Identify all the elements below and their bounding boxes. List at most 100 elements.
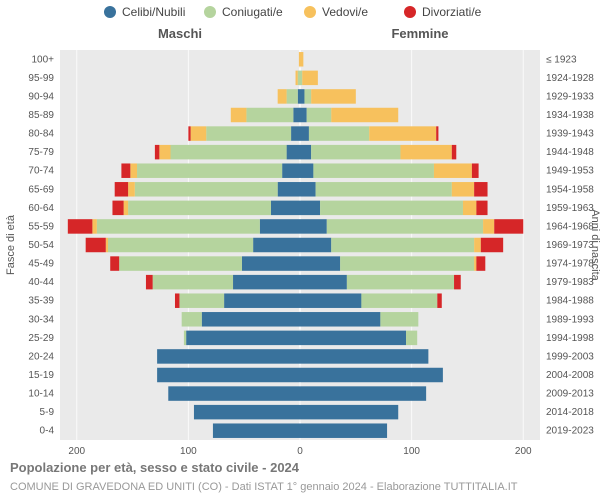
bar-male bbox=[298, 89, 300, 103]
bar-female bbox=[494, 219, 523, 233]
bar-male bbox=[224, 293, 300, 307]
bar-female bbox=[300, 108, 307, 122]
legend-swatch bbox=[404, 6, 416, 18]
bar-female bbox=[300, 238, 331, 252]
birth-label: 1929-1933 bbox=[546, 91, 594, 102]
bar-male bbox=[168, 386, 300, 400]
bar-female bbox=[476, 256, 485, 270]
chart-subtitle: COMUNE DI GRAVEDONA ED UNITI (CO) - Dati… bbox=[10, 481, 518, 493]
bar-female bbox=[331, 238, 474, 252]
bar-female bbox=[300, 163, 313, 177]
bar-male bbox=[260, 219, 300, 233]
bar-male bbox=[157, 368, 300, 382]
age-label: 90-94 bbox=[28, 91, 54, 102]
bar-male bbox=[106, 238, 108, 252]
bar-male bbox=[119, 256, 242, 270]
bar-female bbox=[300, 219, 327, 233]
bar-male bbox=[293, 108, 300, 122]
birth-label: 1964-1968 bbox=[546, 221, 594, 232]
age-label: 50-54 bbox=[28, 240, 54, 251]
bar-female bbox=[300, 71, 302, 85]
bar-female bbox=[300, 349, 428, 363]
bar-male bbox=[128, 182, 135, 196]
bar-male bbox=[153, 275, 233, 289]
birth-label: 1974-1978 bbox=[546, 259, 594, 270]
bar-male bbox=[97, 219, 260, 233]
age-label: 75-79 bbox=[28, 147, 54, 158]
birth-label: 1989-1993 bbox=[546, 314, 594, 325]
bar-male bbox=[137, 163, 282, 177]
birth-label: 2014-2018 bbox=[546, 407, 594, 418]
bar-female bbox=[400, 145, 451, 159]
bar-female bbox=[300, 275, 347, 289]
bar-female bbox=[300, 201, 320, 215]
bar-female bbox=[313, 163, 434, 177]
bar-male bbox=[121, 163, 130, 177]
bar-female bbox=[300, 293, 361, 307]
bar-female bbox=[452, 145, 456, 159]
bar-female bbox=[300, 52, 303, 66]
bar-female bbox=[300, 145, 311, 159]
age-label: 10-14 bbox=[28, 389, 54, 400]
bar-male bbox=[112, 201, 123, 215]
birth-label: ≤ 1923 bbox=[546, 54, 577, 65]
bar-male bbox=[175, 293, 179, 307]
bar-female bbox=[476, 201, 487, 215]
bar-female bbox=[380, 312, 418, 326]
birth-label: 1999-2003 bbox=[546, 351, 594, 362]
bar-male bbox=[191, 126, 207, 140]
age-label: 55-59 bbox=[28, 221, 54, 232]
birth-label: 1939-1943 bbox=[546, 129, 594, 140]
birth-label: 1994-1998 bbox=[546, 333, 594, 344]
birth-label: 1949-1953 bbox=[546, 166, 594, 177]
bar-male bbox=[278, 89, 287, 103]
bar-female bbox=[347, 275, 454, 289]
right-axis-title: Anni di nascita bbox=[589, 209, 600, 281]
birth-label: 1979-1983 bbox=[546, 277, 594, 288]
bar-female bbox=[454, 275, 461, 289]
bar-female bbox=[320, 201, 463, 215]
legend-label: Celibi/Nubili bbox=[122, 5, 185, 19]
left-axis-title: Fasce di età bbox=[5, 214, 17, 275]
bar-male bbox=[186, 331, 300, 345]
bar-female bbox=[472, 163, 479, 177]
x-tick: 100 bbox=[180, 446, 197, 457]
age-label: 25-29 bbox=[28, 333, 54, 344]
bar-female bbox=[483, 219, 494, 233]
bar-female bbox=[331, 108, 398, 122]
bar-male bbox=[155, 145, 159, 159]
bar-female bbox=[300, 312, 380, 326]
bar-female bbox=[300, 368, 443, 382]
bar-male bbox=[68, 219, 93, 233]
age-label: 30-34 bbox=[28, 314, 54, 325]
age-label: 70-74 bbox=[28, 166, 54, 177]
bar-male bbox=[287, 145, 300, 159]
legend-label: Divorziati/e bbox=[422, 5, 482, 19]
bar-male bbox=[92, 219, 96, 233]
bar-female bbox=[463, 201, 476, 215]
age-label: 35-39 bbox=[28, 296, 54, 307]
birth-label: 1969-1973 bbox=[546, 240, 594, 251]
birth-label: 1954-1958 bbox=[546, 184, 594, 195]
bar-female bbox=[474, 182, 487, 196]
bar-male bbox=[287, 89, 298, 103]
birth-label: 2004-2008 bbox=[546, 370, 594, 381]
age-label: 45-49 bbox=[28, 259, 54, 270]
bar-male bbox=[213, 423, 300, 437]
bar-female bbox=[302, 71, 318, 85]
bar-male bbox=[291, 126, 300, 140]
birth-label: 1934-1938 bbox=[546, 110, 594, 121]
age-label: 95-99 bbox=[28, 73, 54, 84]
age-label: 5-9 bbox=[40, 407, 55, 418]
bar-male bbox=[299, 52, 300, 66]
bar-male bbox=[108, 238, 253, 252]
bar-female bbox=[474, 238, 481, 252]
bar-female bbox=[474, 256, 476, 270]
bar-male bbox=[128, 201, 271, 215]
bar-female bbox=[300, 423, 387, 437]
bar-female bbox=[307, 108, 332, 122]
bar-male bbox=[146, 275, 153, 289]
bar-male bbox=[179, 293, 224, 307]
male-label: Maschi bbox=[158, 26, 202, 41]
x-tick: 200 bbox=[515, 446, 532, 457]
